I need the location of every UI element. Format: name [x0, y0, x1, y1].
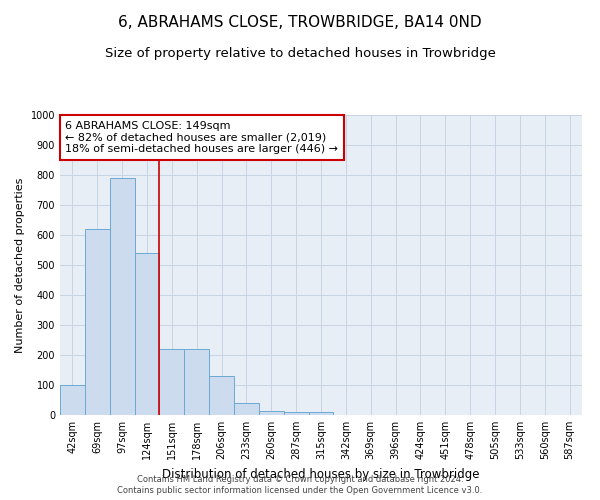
X-axis label: Distribution of detached houses by size in Trowbridge: Distribution of detached houses by size …: [162, 468, 480, 480]
Bar: [234, 403, 259, 415]
Text: Size of property relative to detached houses in Trowbridge: Size of property relative to detached ho…: [104, 48, 496, 60]
Bar: [259, 410, 284, 415]
Bar: [85, 229, 110, 415]
Bar: [184, 349, 209, 415]
Bar: [284, 412, 308, 415]
Bar: [134, 253, 160, 415]
Text: Contains public sector information licensed under the Open Government Licence v3: Contains public sector information licen…: [118, 486, 482, 495]
Bar: [160, 349, 184, 415]
Bar: [209, 376, 234, 415]
Y-axis label: Number of detached properties: Number of detached properties: [15, 178, 25, 352]
Bar: [308, 412, 334, 415]
Text: 6 ABRAHAMS CLOSE: 149sqm
← 82% of detached houses are smaller (2,019)
18% of sem: 6 ABRAHAMS CLOSE: 149sqm ← 82% of detach…: [65, 121, 338, 154]
Text: Contains HM Land Registry data © Crown copyright and database right 2024.: Contains HM Land Registry data © Crown c…: [137, 475, 463, 484]
Text: 6, ABRAHAMS CLOSE, TROWBRIDGE, BA14 0ND: 6, ABRAHAMS CLOSE, TROWBRIDGE, BA14 0ND: [118, 15, 482, 30]
Bar: [110, 178, 134, 415]
Bar: [60, 385, 85, 415]
